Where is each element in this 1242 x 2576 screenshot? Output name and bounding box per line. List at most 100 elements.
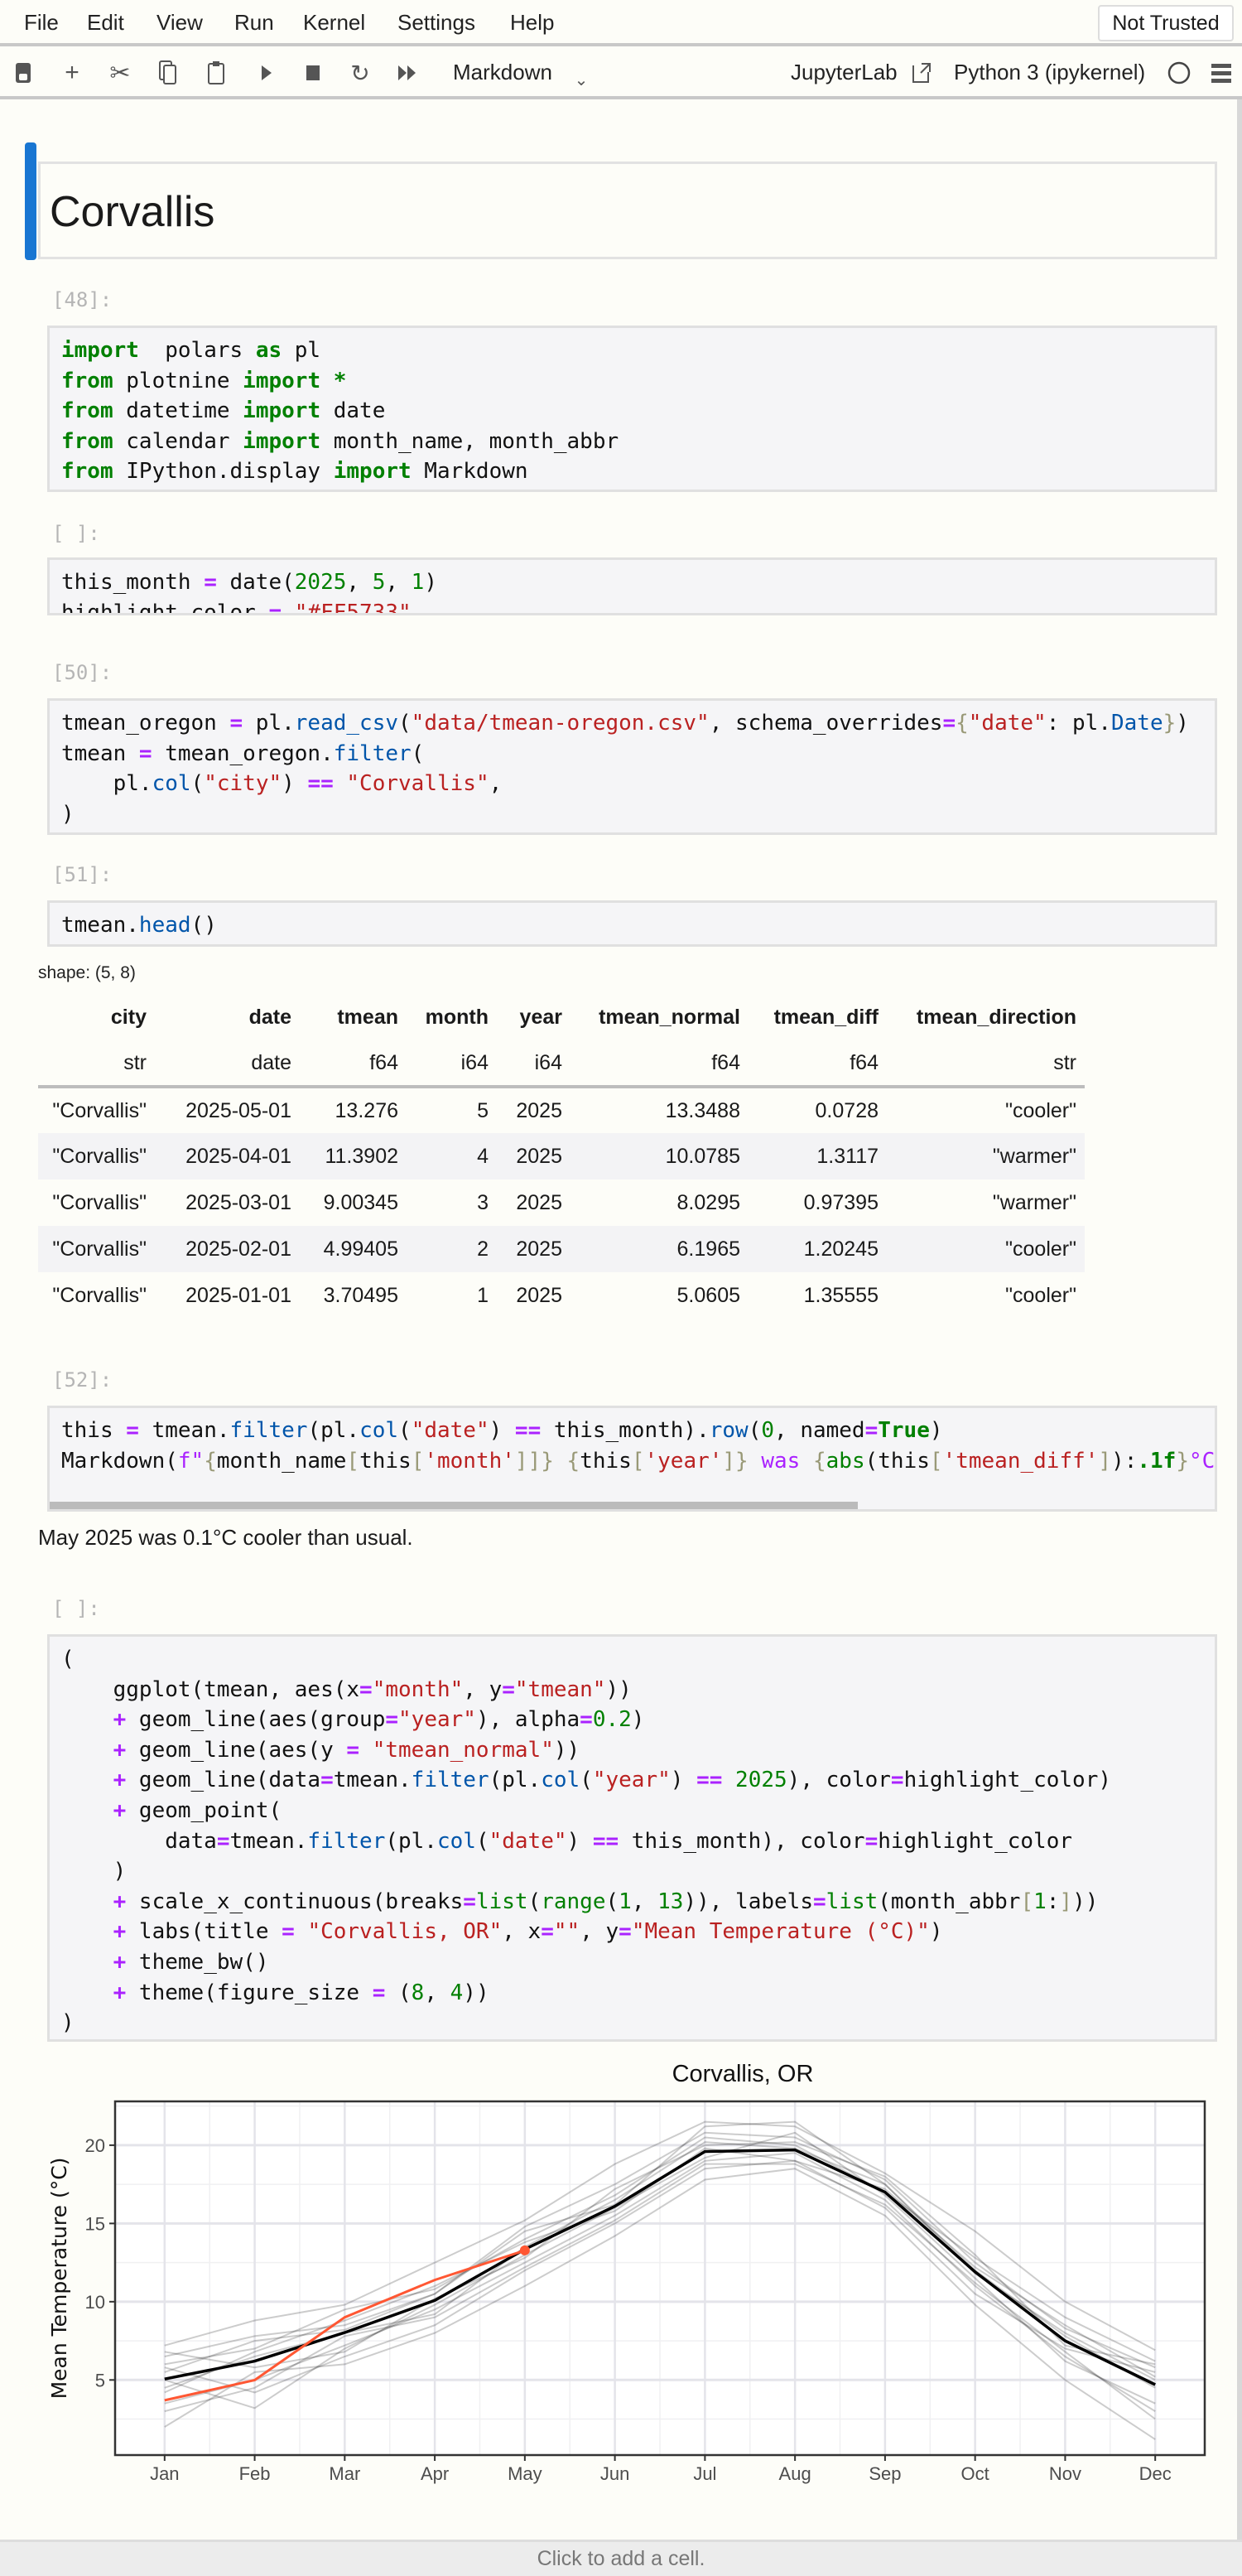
code-token: date xyxy=(320,398,386,424)
kernel-name[interactable]: Python 3 (ipykernel) xyxy=(954,60,1146,84)
code-token: ] xyxy=(1059,1889,1073,1914)
code-cell-editor[interactable]: this = tmean.filter(pl.col("date") == th… xyxy=(47,1406,1217,1512)
menu-icon[interactable] xyxy=(1209,58,1234,88)
cut-icon[interactable]: ✂ xyxy=(109,59,131,87)
horizontal-scrollbar[interactable] xyxy=(50,1502,858,1509)
add-cell-footer[interactable]: Click to add a cell. xyxy=(0,2540,1242,2576)
add-cell-icon[interactable]: + xyxy=(65,59,79,86)
table-cell: 1.35555 xyxy=(803,1283,879,1307)
code-token: )) xyxy=(1072,1889,1099,1914)
code-token: "Corvallis" xyxy=(346,771,489,797)
code-token: ( xyxy=(385,1980,412,2005)
scrollbar[interactable] xyxy=(1237,99,1242,2540)
run-icon[interactable] xyxy=(257,58,277,88)
code-token: geom_line(aes(group xyxy=(126,1707,386,1733)
code-cell-editor[interactable]: tmean.head() xyxy=(47,900,1217,947)
y-tick-label: 10 xyxy=(85,2292,105,2313)
code-token: 2025 xyxy=(294,570,347,595)
code-token: + xyxy=(113,1798,127,1823)
stop-icon[interactable] xyxy=(303,58,323,88)
paste-icon[interactable] xyxy=(205,58,227,88)
code-token: = xyxy=(346,1737,360,1763)
code-token: date( xyxy=(216,570,295,595)
code-token: row xyxy=(709,1418,749,1443)
y-axis-label: Mean Temperature (°C) xyxy=(47,2158,71,2400)
menu-help[interactable]: Help xyxy=(510,10,555,35)
menu-kernel[interactable]: Kernel xyxy=(303,10,366,35)
table-row: "Corvallis" 2025-04-01 11.3902 4 2025 10.0785… xyxy=(38,1133,1085,1179)
table-cell: 2025 xyxy=(497,1133,570,1179)
x-tick-label: Aug xyxy=(779,2463,811,2484)
copy-icon[interactable] xyxy=(157,58,179,88)
code-token: ] xyxy=(1098,1448,1112,1474)
table-cell: 2025 xyxy=(516,1283,562,1307)
code-token: 0 xyxy=(761,1418,775,1443)
code-token: "city" xyxy=(204,771,282,797)
code-token: = xyxy=(372,1980,386,2005)
code-token: ), color xyxy=(787,1768,891,1793)
external-link-icon[interactable] xyxy=(911,58,932,88)
code-token: 1 xyxy=(411,570,425,595)
menu-view[interactable]: View xyxy=(156,10,203,35)
code-token: this_month xyxy=(61,570,205,595)
code-token: import xyxy=(243,368,321,393)
table-cell: 2025-01-01 xyxy=(185,1283,291,1307)
active-cell-indicator xyxy=(25,142,36,260)
table-cell: 13.3488 xyxy=(665,1098,740,1122)
code-token: highlight_color xyxy=(61,600,269,615)
code-cell-editor[interactable]: this_month = date(2025, 5, 1) highlight_c… xyxy=(47,557,1217,615)
table-cell: 0.0728 xyxy=(815,1098,879,1122)
code-token: polars xyxy=(138,338,256,363)
not-trusted-button[interactable]: Not Trusted xyxy=(1098,5,1234,41)
code-token xyxy=(554,1449,567,1474)
code-token xyxy=(61,1768,113,1792)
table-cell: 4 xyxy=(407,1133,497,1179)
code-token: = xyxy=(359,1676,373,1702)
code-cell-editor[interactable]: ( ggplot(tmean, aes(x="month", y="tmean"… xyxy=(47,1634,1217,2042)
x-tick-label: Jul xyxy=(693,2463,716,2484)
code-token: this xyxy=(580,1448,632,1474)
code-token: = xyxy=(541,1919,554,1945)
code-cell-editor[interactable]: import polars as pl from plotnine import … xyxy=(47,326,1217,492)
run-all-icon[interactable] xyxy=(396,58,419,88)
code-token: ggplot(tmean, aes(x xyxy=(61,1676,360,1702)
code-token: month_name, month_abbr xyxy=(320,428,619,454)
code-token: { xyxy=(956,711,969,736)
table-cell: 2025 xyxy=(516,1190,562,1214)
code-token: )), labels xyxy=(683,1889,813,1914)
code-token: "year" xyxy=(592,1768,671,1793)
code-line: + labs(title = "Corvallis, OR", x="", y=… xyxy=(61,1917,943,1946)
code-token: "date" xyxy=(968,711,1047,736)
code-token: == xyxy=(592,1828,619,1854)
code-line: from plotnine import * xyxy=(61,366,346,396)
chevron-down-icon[interactable]: ⌄ xyxy=(574,70,589,89)
save-icon[interactable] xyxy=(13,58,33,88)
cell-type-select[interactable]: Markdown xyxy=(453,60,552,84)
code-token: filter xyxy=(333,740,412,766)
column-header: year xyxy=(519,1005,562,1029)
restart-icon[interactable]: ↻ xyxy=(350,60,370,86)
code-token: was xyxy=(748,1448,813,1474)
table-cell: 8.0295 xyxy=(676,1190,740,1214)
menu-run[interactable]: Run xyxy=(234,10,274,35)
menu-settings[interactable]: Settings xyxy=(397,10,475,35)
code-token: , schema_overrides xyxy=(709,711,943,736)
menu-edit[interactable]: Edit xyxy=(87,10,124,35)
year-line xyxy=(164,2159,1156,2394)
column-type: f64 xyxy=(570,1040,749,1088)
table-cell: "cooler" xyxy=(1005,1283,1076,1307)
code-cell-editor[interactable]: tmean_oregon = pl.read_csv("data/tmean-o… xyxy=(47,698,1217,835)
code-token: , y xyxy=(463,1676,503,1702)
table-cell: 4.99405 xyxy=(300,1226,407,1272)
x-tick-label: Mar xyxy=(329,2463,360,2484)
code-token: ( xyxy=(398,711,412,736)
menu-file[interactable]: File xyxy=(24,10,59,35)
code-token: this xyxy=(61,1418,127,1443)
table-header-row: city date tmean month year tmean_normal tmean_… xyxy=(38,994,1085,1040)
code-token: 1 xyxy=(619,1889,632,1914)
markdown-cell[interactable] xyxy=(38,162,1217,259)
table-cell: 5.0605 xyxy=(676,1283,740,1307)
open-jupyterlab-link[interactable]: JupyterLab xyxy=(791,60,898,84)
code-token: ]} xyxy=(722,1448,749,1474)
code-token: 8 xyxy=(411,1980,425,2005)
